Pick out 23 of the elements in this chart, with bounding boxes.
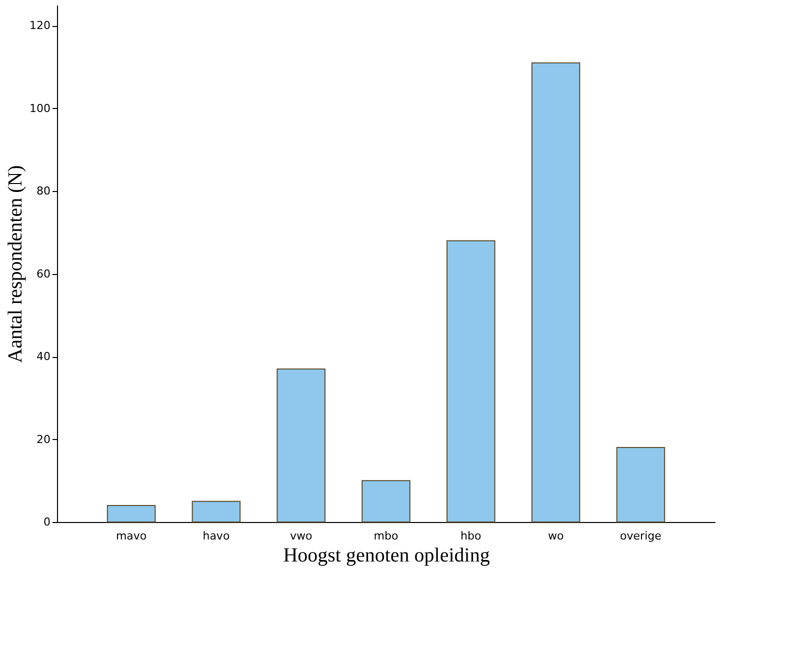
y-tick-label: 60 — [36, 267, 50, 280]
x-axis-title: Hoogst genoten opleiding — [283, 544, 490, 566]
x-tick-label: overige — [620, 530, 662, 542]
bar — [106, 504, 156, 522]
y-tick-label: 80 — [36, 184, 50, 198]
y-tick-label: 100 — [30, 102, 50, 115]
bar — [446, 240, 496, 522]
x-tick-label: mavo — [116, 530, 147, 542]
y-axis-title: Aantal respondenten (N) — [4, 165, 27, 363]
y-tick-label: 0 — [44, 516, 50, 528]
bar — [531, 62, 580, 522]
x-tick-label: hbo — [460, 530, 482, 542]
x-tick-label: mbo — [374, 530, 398, 542]
x-tick-label: vwo — [290, 530, 312, 542]
bar — [276, 368, 326, 522]
bar — [362, 480, 410, 522]
y-tick-label: 40 — [36, 350, 50, 364]
y-tick-label: 120 — [30, 19, 50, 32]
y-tick-label: 20 — [36, 432, 50, 446]
bar — [192, 500, 241, 522]
bar — [616, 447, 666, 522]
x-tick-label: wo — [548, 530, 564, 542]
x-tick-label: havo — [202, 530, 230, 542]
